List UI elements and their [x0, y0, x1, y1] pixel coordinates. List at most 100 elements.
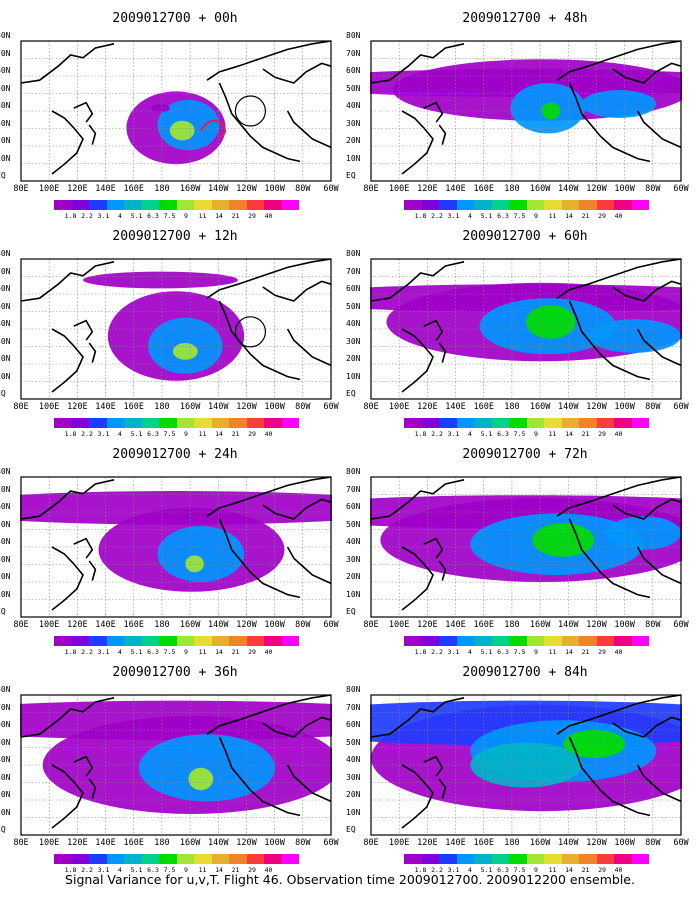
- variance-contour: [526, 305, 576, 339]
- variance-contour: [185, 555, 204, 573]
- longitude-label: 160W: [179, 620, 201, 630]
- longitude-label: 100W: [614, 838, 635, 848]
- legend-swatch: [229, 200, 247, 210]
- legend-swatch: [561, 636, 579, 646]
- legend-swatch: [579, 854, 597, 864]
- longitude-label: 100E: [38, 184, 60, 194]
- coastline: [423, 319, 444, 341]
- legend-label: 5.1: [130, 212, 143, 220]
- flight-track: [199, 119, 227, 138]
- longitude-label: 160E: [123, 184, 144, 194]
- latitude-label: 10N: [0, 371, 11, 381]
- latitude-label: 80N: [346, 685, 361, 694]
- longitude-label: 160W: [179, 402, 201, 412]
- coastline: [612, 716, 682, 738]
- coastline: [206, 258, 332, 299]
- legend-swatch: [491, 854, 509, 864]
- legend-label: 9: [184, 430, 188, 438]
- coastline: [286, 328, 332, 367]
- latitude-label: 40N: [346, 755, 361, 764]
- legend-swatch: [631, 636, 649, 646]
- coastline: [20, 697, 115, 738]
- panel-title: 2009012700 + 00h: [112, 11, 238, 26]
- color-legend: [54, 854, 299, 868]
- longitude-label: 80W: [645, 402, 661, 412]
- coastline: [286, 764, 332, 803]
- legend-swatch: [526, 854, 544, 864]
- longitude-label: 180: [154, 620, 170, 630]
- color-legend: [54, 200, 299, 214]
- coastline: [51, 328, 84, 393]
- legend-swatch: [159, 854, 177, 864]
- longitude-axis: 80E 100E 120E 140E 160E 180 160W 140W 120W 100W 80…: [350, 178, 700, 194]
- legend-label: 40: [264, 866, 273, 874]
- longitude-label: 120W: [236, 838, 257, 848]
- legend-swatch: [229, 854, 247, 864]
- legend-label: 6.3: [497, 212, 509, 220]
- latitude-label: 10N: [346, 371, 361, 381]
- legend-label: 11: [198, 866, 207, 874]
- legend-label: 6.3: [147, 648, 159, 656]
- coastline: [556, 476, 682, 517]
- panel-title: 2009012700 + 84h: [462, 665, 588, 680]
- legend-label: 21: [231, 212, 240, 220]
- legend-labels: 1.8 2.2 3.1 4 5.1 6.3 7.5 9 11 14 21 29 40: [54, 212, 319, 222]
- variance-contour: [532, 523, 595, 557]
- legend-label: 9: [534, 212, 538, 220]
- map-plot: [20, 476, 332, 618]
- longitude-label: 120W: [236, 402, 257, 412]
- legend-label: 1.8: [64, 648, 77, 656]
- legend-label: 11: [548, 866, 557, 874]
- longitude-axis: 80E 100E 120E 140E 160E 180 160W 140W 120W 100W 80…: [0, 832, 350, 848]
- variance-contour: [151, 104, 170, 113]
- legend-swatch: [474, 200, 492, 210]
- legend-swatch: [596, 854, 614, 864]
- latitude-label: 50N: [0, 519, 11, 529]
- legend-swatch: [124, 200, 142, 210]
- latitude-label: 70N: [346, 484, 361, 494]
- legend-swatch: [246, 854, 264, 864]
- latitude-label: 20N: [0, 354, 11, 363]
- coastline: [262, 62, 332, 84]
- legend-swatch: [211, 418, 229, 428]
- map-frame: [20, 258, 332, 400]
- latitude-label: 40N: [346, 537, 361, 546]
- legend-label: 14: [215, 648, 223, 656]
- legend-swatch: [509, 854, 527, 864]
- longitude-label: 80W: [295, 402, 311, 412]
- longitude-label: 160E: [123, 402, 144, 412]
- longitude-label: 100W: [614, 402, 635, 412]
- map-panel: 2009012700 + 12h 80N 70N 60N 50N 40N 30N 20N 10N…: [0, 228, 350, 450]
- color-legend: [404, 636, 649, 650]
- longitude-label: 120W: [236, 184, 257, 194]
- longitude-label: 80E: [363, 184, 379, 194]
- longitude-label: 180: [154, 402, 170, 412]
- legend-swatch: [176, 854, 194, 864]
- legend-label: 29: [248, 430, 256, 438]
- legend-swatch: [544, 418, 562, 428]
- map-panel: 2009012700 + 72h 80N 70N 60N 50N 40N 30N 20N 10N…: [346, 446, 700, 668]
- longitude-label: 160W: [529, 620, 551, 630]
- variance-contour: [370, 284, 682, 313]
- legend-swatch: [176, 418, 194, 428]
- legend-swatch: [421, 418, 439, 428]
- longitude-label: 120E: [417, 838, 438, 848]
- legend-label: 4: [468, 866, 472, 874]
- legend-swatch: [404, 418, 422, 428]
- longitude-label: 80E: [363, 402, 379, 412]
- longitude-label: 180: [504, 620, 520, 630]
- legend-label: 11: [548, 430, 557, 438]
- coastline: [20, 43, 115, 84]
- coastline: [218, 736, 301, 817]
- map-panel: 2009012700 + 60h 80N 70N 60N 50N 40N 30N 20N 10N…: [346, 228, 700, 450]
- latitude-label: 30N: [346, 554, 361, 564]
- latitude-axis: 80N 70N 60N 50N 40N 30N 20N 10N EQ: [0, 32, 22, 180]
- latitude-label: EQ: [346, 389, 356, 398]
- legend-swatch: [439, 854, 457, 864]
- variance-contour: [563, 730, 626, 758]
- legend-label: 40: [264, 648, 273, 656]
- legend-swatch: [281, 854, 299, 864]
- map-plot: [20, 694, 332, 836]
- legend-label: 11: [548, 648, 557, 656]
- longitude-label: 120E: [417, 620, 438, 630]
